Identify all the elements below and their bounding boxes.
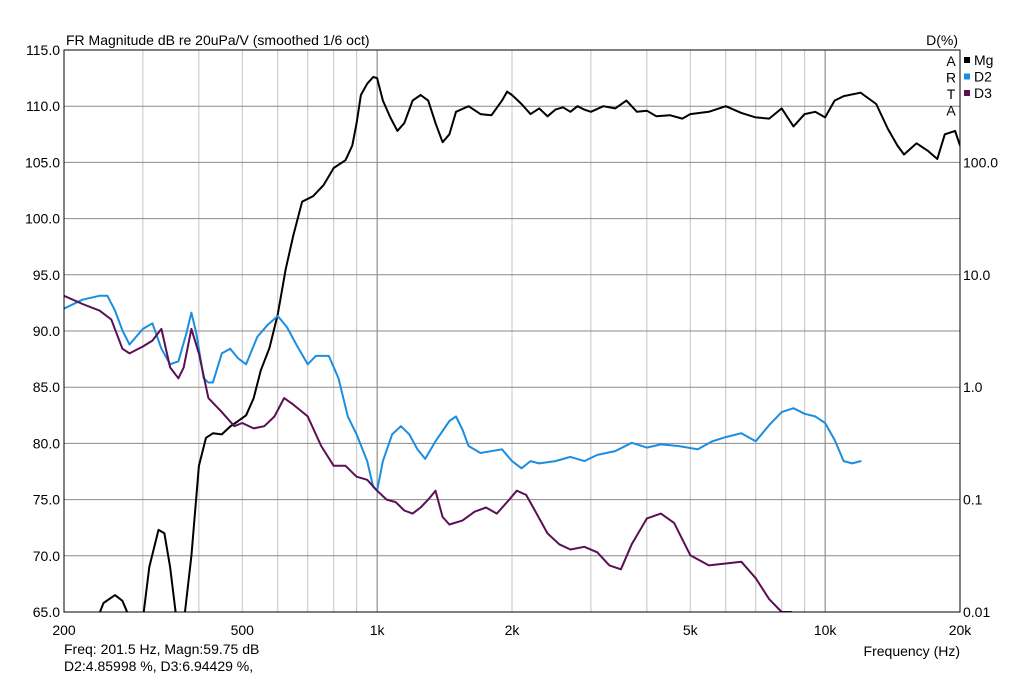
x-tick-label: 20k (949, 622, 973, 638)
x-tick-label: 1k (370, 622, 386, 638)
watermark-letter: A (946, 103, 956, 119)
cursor-readout: Freq: 201.5 Hz, Magn:59.75 dB D2:4.85998 … (64, 641, 259, 675)
y-tick-label: 95.0 (33, 267, 60, 283)
y2-tick-label: 100.0 (963, 154, 998, 170)
y-tick-label: 85.0 (33, 379, 60, 395)
y-tick-label: 110.0 (26, 98, 60, 114)
cursor-readout-line2: D2:4.85998 %, D3:6.94429 %, (64, 658, 254, 674)
legend-swatch-d3 (964, 90, 970, 96)
y-tick-label: 115.0 (26, 42, 60, 58)
series-layer (64, 76, 960, 612)
legend-label-d3: D3 (974, 85, 992, 101)
legend-swatch-mg (964, 57, 970, 63)
legend-label-mg: Mg (974, 52, 993, 68)
watermark-letter: T (947, 86, 956, 102)
grid (64, 49, 960, 613)
y-tick-label: 75.0 (33, 492, 60, 508)
x-tick-label: 200 (52, 622, 76, 638)
y2-tick-label: 0.01 (963, 604, 990, 620)
watermark-letter: A (946, 53, 956, 69)
y-tick-label: 80.0 (33, 435, 60, 451)
axes: 65.0 70.0 75.0 80.0 85.0 90.0 95.0 100.0 105.0 11… (25, 42, 998, 638)
chart-title: FR Magnitude dB re 20uPa/V (smoothed 1/6… (66, 32, 370, 48)
y-tick-label: 105.0 (25, 154, 60, 170)
right-axis-label: D(%) (926, 32, 958, 48)
y-tick-label: 70.0 (33, 548, 60, 564)
y-tick-label: 65.0 (33, 604, 60, 620)
series-line-d3 (64, 294, 793, 612)
y2-tick-label: 10.0 (963, 267, 990, 283)
x-tick-label: 5k (683, 622, 699, 638)
cursor-readout-line1: Freq: 201.5 Hz, Magn:59.75 dB (64, 641, 260, 657)
series-line-d2 (64, 294, 862, 492)
x-tick-label: 500 (231, 622, 255, 638)
y2-tick-label: 0.1 (963, 492, 983, 508)
series-line-mg (98, 76, 960, 612)
y-tick-label: 100.0 (25, 211, 60, 227)
x-axis-label: Frequency (Hz) (864, 643, 960, 659)
watermark-letter: R (946, 70, 956, 86)
y2-tick-label: 1.0 (963, 379, 983, 395)
y-tick-label: 90.0 (33, 323, 60, 339)
legend-label-d2: D2 (974, 69, 992, 85)
legend-swatch-d2 (964, 73, 970, 80)
x-tick-label: 2k (505, 622, 521, 638)
plot-frame (63, 49, 961, 613)
x-tick-label: 10k (814, 622, 838, 638)
